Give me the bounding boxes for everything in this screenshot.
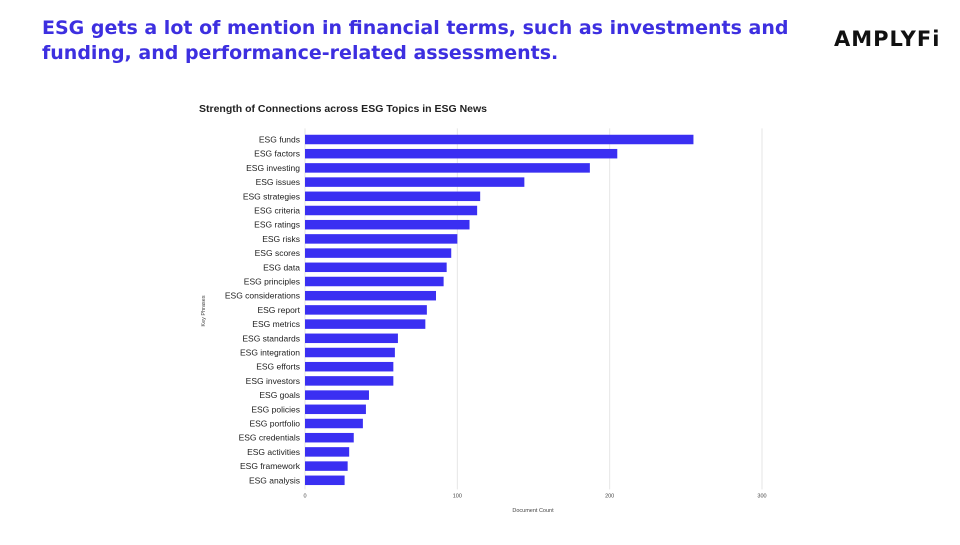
category-label: ESG principles [244, 277, 300, 287]
category-label: ESG risks [262, 234, 300, 244]
category-label: ESG goals [259, 390, 300, 400]
category-label: ESG strategies [243, 191, 300, 201]
category-label: ESG metrics [252, 319, 300, 329]
category-label: ESG ratings [254, 220, 300, 230]
bar [305, 148, 618, 159]
category-label: ESG activities [247, 447, 300, 457]
bar [305, 333, 398, 344]
bars [305, 134, 694, 486]
bar [305, 347, 395, 358]
bar [305, 418, 363, 429]
category-label: ESG scores [255, 248, 300, 258]
bar [305, 205, 478, 216]
bar [305, 390, 369, 400]
slide-headline: ESG gets a lot of mention in financial t… [42, 17, 789, 64]
bar [305, 432, 354, 443]
x-tick-label: 100 [453, 493, 462, 499]
category-label: ESG considerations [225, 291, 300, 301]
category-label: ESG issues [256, 177, 300, 187]
category-labels: ESG funds ESG factors ESG investing ESG iss… [225, 135, 301, 486]
amplyfi-logo: AMPLYFi [834, 27, 941, 51]
category-label: ESG framework [240, 461, 301, 471]
bar [305, 361, 394, 372]
bar [305, 163, 590, 173]
bar [305, 475, 345, 486]
bar [305, 376, 394, 386]
bar [305, 276, 444, 287]
category-label: ESG credentials [239, 433, 300, 443]
category-label: ESG funds [259, 135, 300, 145]
bar [305, 290, 437, 301]
x-tick-label: 200 [605, 493, 614, 499]
x-axis-label: Document Count [512, 508, 554, 514]
category-label: ESG investing [246, 163, 300, 173]
chart-title: Strength of Connections across ESG Topic… [199, 103, 487, 115]
category-label: ESG analysis [249, 475, 300, 485]
bar [305, 191, 481, 202]
bar [305, 319, 426, 329]
category-label: ESG integration [240, 348, 300, 358]
bar [305, 461, 348, 471]
bar [305, 177, 525, 187]
bar [305, 447, 350, 457]
bar [305, 234, 458, 244]
x-tick-labels: 0 100 200 300 [303, 493, 766, 499]
category-label: ESG efforts [256, 362, 300, 372]
y-axis-label: Key Phrases [201, 295, 207, 326]
category-label: ESG investors [246, 376, 300, 386]
category-label: ESG portfolio [249, 419, 300, 429]
category-label: ESG policies [251, 404, 300, 414]
bar [305, 404, 366, 415]
bar [305, 219, 470, 230]
category-label: ESG criteria [254, 206, 300, 216]
category-label: ESG factors [254, 149, 300, 159]
category-label: ESG report [257, 305, 300, 315]
bar [305, 134, 694, 145]
bar [305, 262, 447, 273]
category-label: ESG standards [242, 333, 300, 343]
category-label: ESG data [263, 262, 300, 272]
bar [305, 248, 452, 258]
x-tick-label: 300 [757, 493, 766, 499]
bar [305, 305, 427, 315]
x-tick-label: 0 [303, 493, 306, 499]
